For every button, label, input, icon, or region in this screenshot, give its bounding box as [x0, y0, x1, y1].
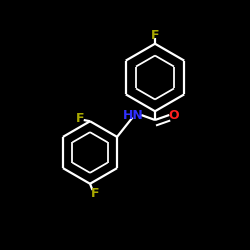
Text: F: F [91, 187, 99, 200]
Text: O: O [168, 108, 179, 122]
Text: HN: HN [124, 108, 144, 122]
Text: F: F [76, 112, 85, 125]
Text: F: F [151, 29, 159, 42]
